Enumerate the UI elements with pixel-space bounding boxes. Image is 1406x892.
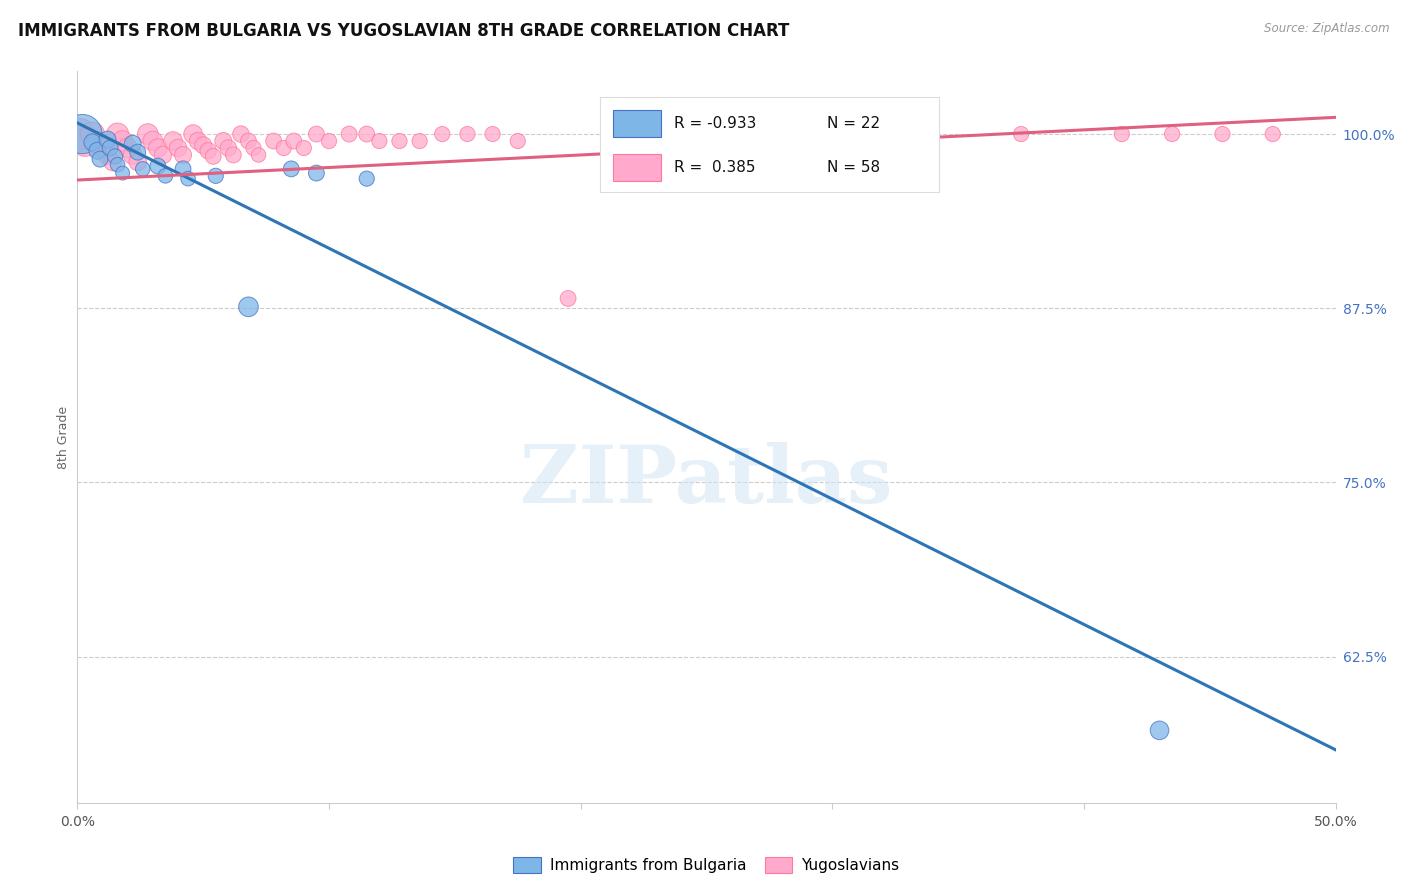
Point [202,149,225,163]
Point [305,127,328,141]
Point [172,161,194,176]
Point [121,148,143,162]
Point [283,134,305,148]
Point [356,171,378,186]
Point [242,141,264,155]
Point [82,127,104,141]
Point [238,300,260,314]
Point [408,134,430,148]
Point [356,127,378,141]
Point [127,145,149,160]
Point [557,292,579,306]
Point [1261,127,1284,141]
Text: IMMIGRANTS FROM BULGARIA VS YUGOSLAVIAN 8TH GRADE CORRELATION CHART: IMMIGRANTS FROM BULGARIA VS YUGOSLAVIAN … [18,22,790,40]
Point [247,148,270,162]
Point [91,141,114,155]
Point [388,134,411,148]
Point [292,141,315,155]
Point [1149,723,1171,738]
Point [204,169,226,183]
Point [506,134,529,148]
Point [197,144,219,158]
Point [229,127,252,141]
Point [1010,127,1032,141]
Point [98,141,121,155]
Point [481,127,503,141]
Point [217,141,239,155]
Point [96,133,118,147]
Point [172,148,194,162]
Point [86,144,108,158]
Point [107,158,129,172]
Point [263,134,285,148]
Text: ZIPatlas: ZIPatlas [520,442,893,520]
Point [273,141,295,155]
Point [432,127,454,141]
Point [101,155,124,169]
Point [127,155,149,169]
Point [456,127,478,141]
Point [146,141,169,155]
Point [187,134,209,148]
Point [142,134,165,148]
Point [658,127,681,141]
Point [238,134,260,148]
Point [280,161,302,176]
Point [162,134,184,148]
Point [859,134,882,148]
Point [155,169,177,183]
Point [132,161,155,176]
Point [212,134,235,148]
Point [111,134,134,148]
Point [305,166,328,180]
Point [368,134,391,148]
Y-axis label: 8th Grade: 8th Grade [58,406,70,468]
Point [82,136,104,150]
Point [607,134,630,148]
Point [86,136,108,150]
Point [758,134,780,148]
Point [117,141,139,155]
Point [222,148,245,162]
Point [89,152,111,166]
Point [707,134,730,148]
Point [121,136,143,151]
Legend: Immigrants from Bulgaria, Yugoslavians: Immigrants from Bulgaria, Yugoslavians [508,851,905,880]
Point [1211,127,1233,141]
Point [146,159,169,173]
Point [167,141,190,155]
Point [1111,127,1133,141]
Point [152,148,174,162]
Point [337,127,360,141]
Point [69,127,91,141]
Point [177,171,200,186]
Point [96,148,118,162]
Text: Source: ZipAtlas.com: Source: ZipAtlas.com [1264,22,1389,36]
Point [318,134,340,148]
Point [111,166,134,180]
Point [136,127,159,141]
Point [1161,127,1184,141]
Point [808,134,831,148]
Point [107,127,129,141]
Point [73,136,96,150]
Point [191,138,215,153]
Point [104,149,127,163]
Point [72,127,94,141]
Point [181,127,204,141]
